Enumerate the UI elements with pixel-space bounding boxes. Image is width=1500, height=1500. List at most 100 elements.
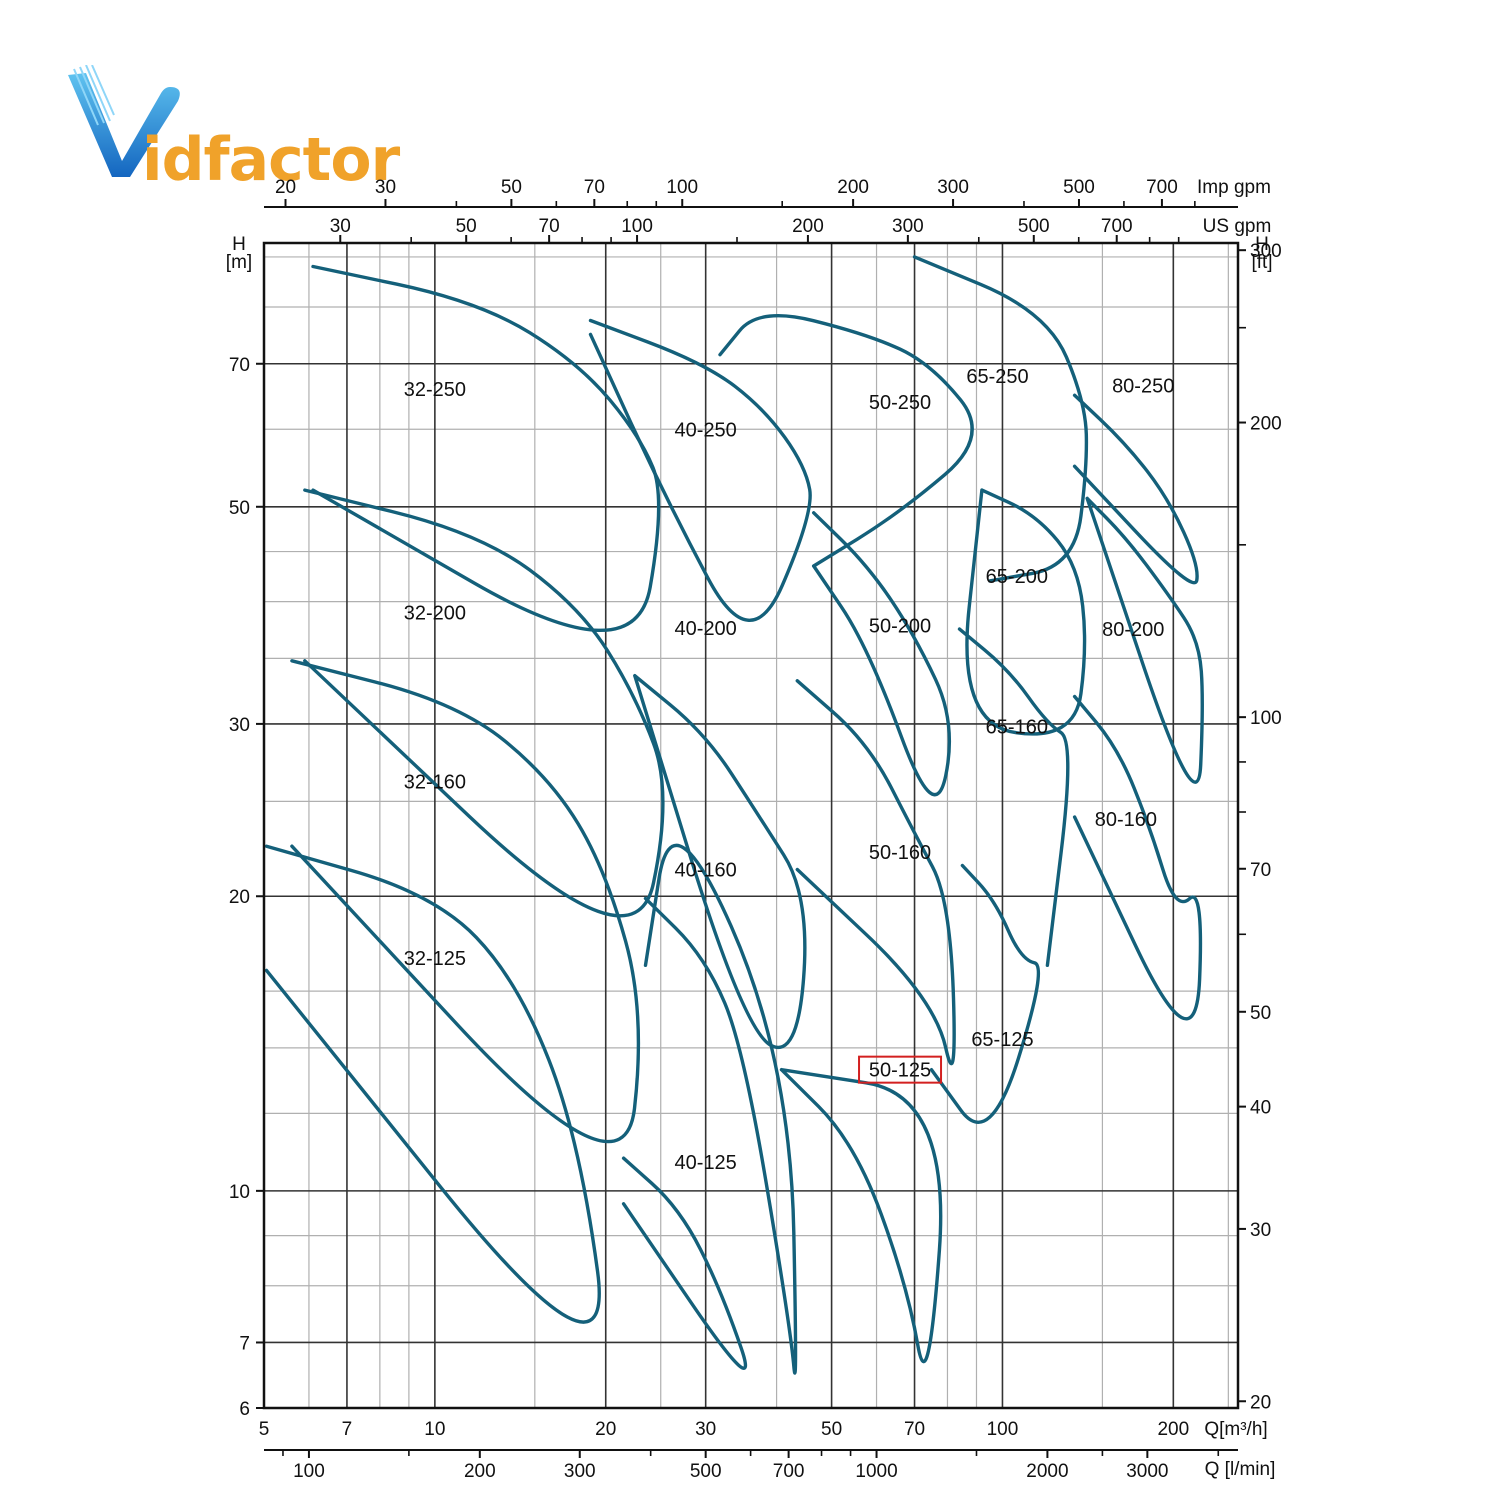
x-tick-label-imp: 300 (937, 177, 969, 198)
curve-32-200 (303, 488, 665, 918)
curve-65-125 (929, 863, 1041, 1124)
y-tick-label-right: 40 (1250, 1098, 1271, 1119)
curve-40-125 (621, 1156, 748, 1370)
curve-label-80-200: 80-200 (1102, 619, 1164, 641)
y-tick-label-left: 6 (239, 1399, 250, 1420)
curve-32-250 (311, 264, 661, 633)
y-axis-label-right: H (1255, 234, 1269, 255)
x-axis-label-imp: Imp gpm (1197, 177, 1271, 198)
curve-65-250 (912, 255, 1089, 583)
x-tick-label-imp: 700 (1146, 177, 1178, 198)
y-tick-label-right: 200 (1250, 414, 1282, 435)
x-tick-label-lmin: 700 (773, 1461, 805, 1482)
curve-40-250 (588, 318, 812, 622)
x-tick-label-us: 200 (792, 216, 824, 237)
curve-50-125 (779, 1068, 943, 1364)
y-tick-label-left: 50 (229, 498, 250, 519)
x-tick-label-lmin: 100 (293, 1461, 325, 1482)
x-tick-label-m3h: 200 (1157, 1419, 1189, 1440)
x-tick-label-us: 70 (539, 216, 560, 237)
x-tick-label-imp: 100 (666, 177, 698, 198)
y-tick-label-right: 70 (1250, 860, 1271, 881)
curve-label-40-200: 40-200 (675, 618, 737, 640)
curve-label-80-160: 80-160 (1095, 809, 1157, 831)
y-tick-label-left: 70 (229, 355, 250, 376)
curve-80-250 (1072, 393, 1199, 585)
x-tick-label-m3h: 70 (904, 1419, 925, 1440)
curve-label-80-250: 80-250 (1112, 376, 1174, 398)
curve-65-200 (965, 488, 1087, 736)
x-tick-label-imp: 500 (1063, 177, 1095, 198)
curve-label-32-160: 32-160 (404, 771, 466, 793)
x-axis-label-us: US gpm (1203, 216, 1272, 237)
y-tick-label-right: 20 (1250, 1392, 1271, 1413)
curve-label-65-125: 65-125 (971, 1029, 1033, 1051)
y-axis-label-left: H (232, 234, 246, 255)
x-tick-label-imp: 70 (584, 177, 605, 198)
curve-label-65-200: 65-200 (986, 566, 1048, 588)
x-tick-label-lmin: 1000 (855, 1461, 897, 1482)
curve-80-200 (1085, 496, 1204, 784)
bird-v-icon (68, 65, 180, 177)
x-tick-label-lmin: 500 (690, 1461, 722, 1482)
curve-label-32-250: 32-250 (404, 379, 466, 401)
plot-frame (262, 241, 1240, 1410)
x-tick-label-imp: 200 (837, 177, 869, 198)
x-tick-label-m3h: 5 (259, 1419, 270, 1440)
curve-label-50-160: 50-160 (869, 842, 931, 864)
x-tick-label-m3h: 7 (342, 1419, 353, 1440)
curve-40-200 (633, 674, 807, 1050)
curve-label-32-200: 32-200 (404, 602, 466, 624)
x-tick-label-lmin: 3000 (1126, 1461, 1168, 1482)
chart-grid (263, 243, 1238, 1409)
x-tick-label-m3h: 10 (424, 1419, 445, 1440)
curve-32-160 (290, 659, 641, 1144)
curve-32-125 (264, 844, 601, 1324)
x-tick-label-imp: 20 (275, 177, 296, 198)
x-tick-label-us: 500 (1018, 216, 1050, 237)
chart-axes: 671020305070H[m]2030405070100200300H[ft]… (226, 177, 1282, 1482)
curve-label-65-160: 65-160 (986, 717, 1048, 739)
y-tick-label-right: 50 (1250, 1003, 1271, 1024)
performance-curves (264, 255, 1204, 1375)
curve-label-40-125: 40-125 (675, 1152, 737, 1174)
curve-50-200 (812, 511, 952, 797)
curve-50-250 (718, 314, 974, 568)
logo-wordmark: idfactor (142, 125, 400, 195)
curve-labels: 32-250 32-200 32-160 32-125 40-250 40-200 40-1… (404, 366, 1175, 1174)
highlight-box-50-125 (858, 1055, 943, 1084)
curve-label-50-250: 50-250 (869, 392, 931, 414)
y-axis-unit-left: [m] (226, 252, 252, 273)
x-tick-label-imp: 30 (375, 177, 396, 198)
x-tick-label-lmin: 300 (564, 1461, 596, 1482)
y-tick-label-right: 300 (1250, 241, 1282, 262)
curve-label-32-125: 32-125 (404, 948, 466, 970)
y-tick-label-right: 100 (1250, 708, 1282, 729)
x-tick-label-m3h: 20 (595, 1419, 616, 1440)
curve-80-160 (1072, 694, 1203, 1021)
curve-65-160 (957, 627, 1070, 967)
curve-label-65-250: 65-250 (966, 366, 1028, 388)
x-axis-label-m3h: Q[m³/h] (1204, 1419, 1267, 1440)
x-tick-label-m3h: 100 (987, 1419, 1019, 1440)
vidfactor-logo: idfactor (30, 25, 400, 195)
curve-40-160 (643, 843, 798, 1375)
x-tick-label-us: 50 (456, 216, 477, 237)
curve-50-160 (795, 679, 956, 1066)
x-tick-label-m3h: 30 (695, 1419, 716, 1440)
x-tick-label-us: 300 (892, 216, 924, 237)
x-axis-label-lmin: Q [l/min] (1205, 1459, 1276, 1480)
x-tick-label-m3h: 50 (821, 1419, 842, 1440)
x-tick-label-lmin: 2000 (1026, 1461, 1068, 1482)
curve-label-40-160: 40-160 (675, 859, 737, 881)
x-tick-label-us: 100 (621, 216, 653, 237)
y-tick-label-left: 7 (239, 1333, 250, 1354)
y-tick-label-left: 30 (229, 715, 250, 736)
x-tick-label-imp: 50 (501, 177, 522, 198)
x-tick-label-us: 700 (1101, 216, 1133, 237)
y-tick-label-left: 20 (229, 887, 250, 908)
y-tick-label-left: 10 (229, 1182, 250, 1203)
curve-label-50-125: 50-125 (869, 1060, 931, 1082)
x-tick-label-us: 30 (330, 216, 351, 237)
